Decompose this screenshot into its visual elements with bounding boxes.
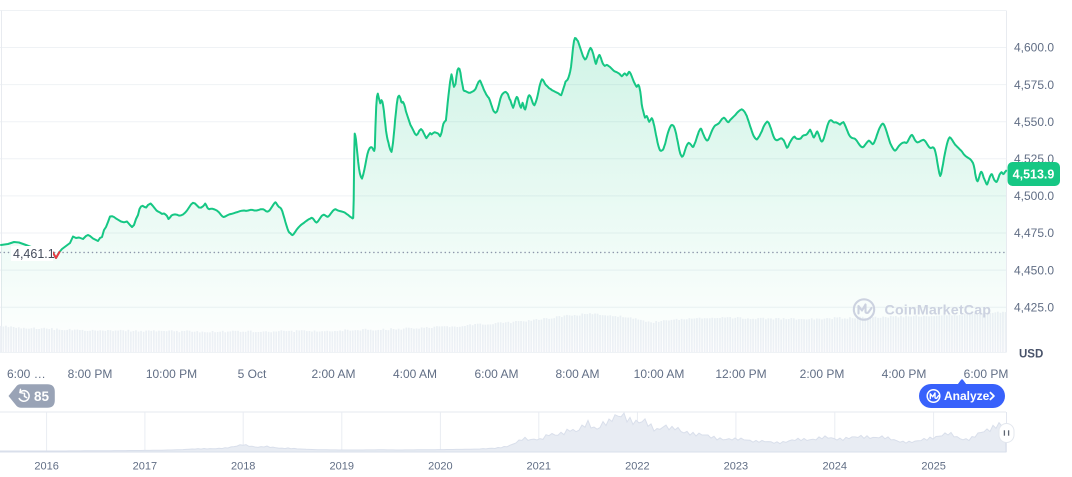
svg-text:4:00 PM: 4:00 PM	[882, 367, 927, 381]
svg-text:6:00 …: 6:00 …	[7, 367, 46, 381]
svg-text:4,425.0: 4,425.0	[1014, 300, 1054, 314]
svg-text:12:00 PM: 12:00 PM	[715, 367, 766, 381]
svg-text:8:00 PM: 8:00 PM	[68, 367, 113, 381]
svg-text:6:00 AM: 6:00 AM	[474, 367, 518, 381]
svg-text:2023: 2023	[724, 461, 748, 473]
svg-text:4,475.0: 4,475.0	[1014, 226, 1054, 240]
svg-text:2018: 2018	[231, 461, 255, 473]
svg-text:2022: 2022	[625, 461, 649, 473]
svg-text:10:00 AM: 10:00 AM	[634, 367, 685, 381]
svg-text:2019: 2019	[330, 461, 354, 473]
svg-text:8:00 AM: 8:00 AM	[555, 367, 599, 381]
svg-text:4,461.1: 4,461.1	[13, 247, 55, 261]
svg-text:2:00 AM: 2:00 AM	[311, 367, 355, 381]
svg-text:4,600.0: 4,600.0	[1014, 41, 1054, 55]
svg-text:2025: 2025	[921, 461, 945, 473]
svg-text:4:00 AM: 4:00 AM	[393, 367, 437, 381]
svg-text:Analyze: Analyze	[944, 389, 990, 403]
svg-text:6:00 PM: 6:00 PM	[964, 367, 1009, 381]
svg-text:2024: 2024	[823, 461, 847, 473]
svg-text:4,450.0: 4,450.0	[1014, 263, 1054, 277]
svg-text:2:00 PM: 2:00 PM	[800, 367, 845, 381]
svg-text:10:00 PM: 10:00 PM	[146, 367, 197, 381]
svg-text:2017: 2017	[133, 461, 157, 473]
svg-text:4,575.0: 4,575.0	[1014, 78, 1054, 92]
svg-text:2020: 2020	[428, 461, 452, 473]
svg-text:2016: 2016	[34, 461, 58, 473]
svg-text:85: 85	[34, 389, 50, 404]
svg-text:4,513.9: 4,513.9	[1013, 168, 1055, 182]
svg-text:USD: USD	[1019, 349, 1043, 361]
svg-text:5 Oct: 5 Oct	[238, 367, 267, 381]
svg-text:4,500.0: 4,500.0	[1014, 189, 1054, 203]
svg-text:2021: 2021	[527, 461, 551, 473]
svg-text:CoinMarketCap: CoinMarketCap	[885, 303, 992, 319]
svg-text:4,550.0: 4,550.0	[1014, 115, 1054, 129]
